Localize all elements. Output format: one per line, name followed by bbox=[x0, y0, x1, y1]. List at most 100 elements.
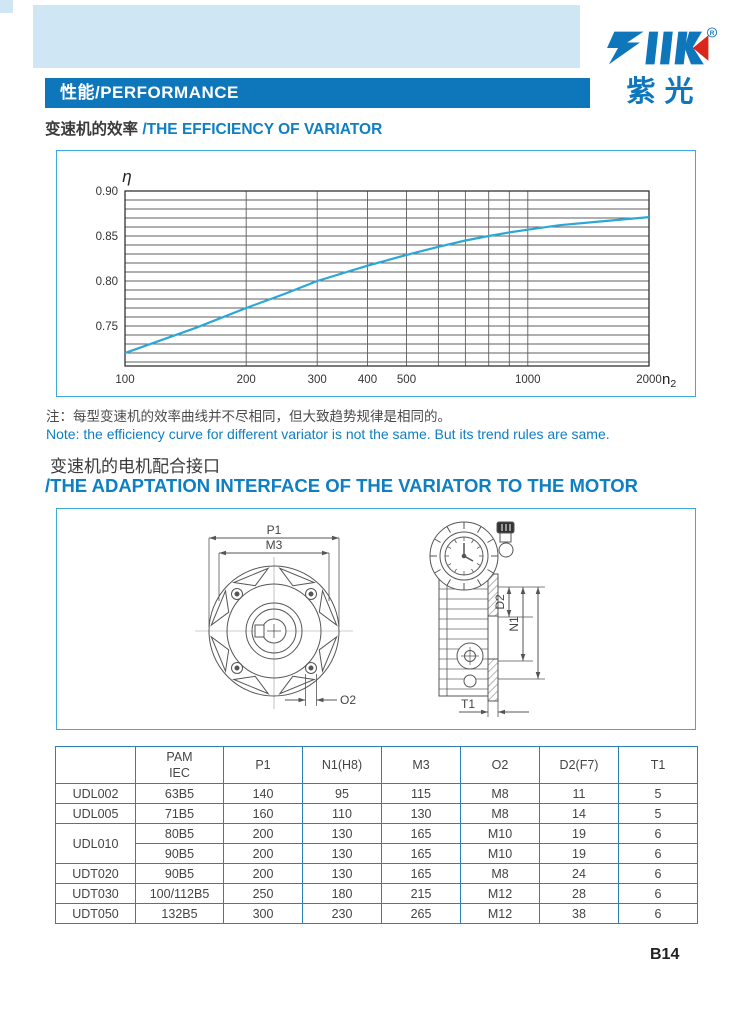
cell-n1: 130 bbox=[302, 843, 382, 864]
dial-center-dot bbox=[461, 553, 467, 559]
cell-t1: 6 bbox=[618, 903, 698, 924]
col-header-model bbox=[55, 746, 136, 784]
svg-text:200: 200 bbox=[237, 374, 256, 386]
keyway-notch bbox=[254, 624, 265, 638]
logo-letter-k-arms bbox=[684, 31, 704, 65]
cell-n1: 95 bbox=[302, 783, 382, 804]
cell-m3: 165 bbox=[381, 823, 461, 844]
chart-grid bbox=[125, 190, 649, 366]
knob-stem bbox=[499, 532, 512, 543]
cell-n1: 110 bbox=[302, 803, 382, 824]
cell-t1: 5 bbox=[618, 783, 698, 804]
note-chinese: 注：每型变速机的效率曲线并不尽相同，但大致趋势规律是相同的。 bbox=[46, 409, 451, 424]
adaptation-heading-cn: 变速机的电机配合接口 bbox=[50, 457, 220, 476]
cell-m3: 130 bbox=[381, 803, 461, 824]
table-row: UDT020 90B5 200 130 165 M8 24 6 bbox=[55, 863, 698, 884]
y-axis-symbol: η bbox=[122, 167, 131, 186]
cell-t1: 5 bbox=[618, 803, 698, 824]
cell-pam: 90B5 bbox=[135, 863, 224, 884]
handwheel-grips bbox=[430, 522, 498, 590]
svg-text:0.85: 0.85 bbox=[96, 231, 118, 243]
flange-hatch-bottom bbox=[487, 658, 499, 702]
registered-mark: R bbox=[710, 30, 715, 37]
dim-label-p1: P1 bbox=[267, 523, 282, 537]
table-row: 90B5 200 130 165 M10 19 6 bbox=[56, 843, 698, 864]
logo-letter-i1 bbox=[645, 31, 659, 65]
cell-o2: M10 bbox=[460, 843, 540, 864]
adaptation-heading-en: /THE ADAPTATION INTERFACE OF THE VARIATO… bbox=[45, 475, 639, 496]
table-header-row: PAM IEC P1 N1(H8) M3 O2 D2(F7) T1 bbox=[55, 746, 698, 784]
chart-axis-labels: 0.75 0.80 0.85 0.90 100 200 300 400 500 1000 2000 bbox=[96, 186, 662, 386]
svg-text:100: 100 bbox=[115, 374, 134, 386]
dial-tick-marks bbox=[445, 537, 483, 575]
svg-text:400: 400 bbox=[358, 374, 377, 386]
cell-p1: 140 bbox=[223, 783, 303, 804]
cell-o2: M8 bbox=[460, 803, 540, 824]
svg-text:0.80: 0.80 bbox=[96, 276, 118, 288]
table-row: UDL005 71B5 160 110 130 M8 14 5 bbox=[55, 803, 698, 824]
cell-p1: 300 bbox=[223, 903, 303, 924]
flange-outer-circle bbox=[208, 565, 340, 697]
flange-inner-ring bbox=[226, 583, 322, 679]
flange-bolt-holes bbox=[231, 588, 317, 674]
variator-side-view bbox=[429, 521, 515, 702]
col-header-t1: T1 bbox=[618, 746, 698, 784]
cell-p1: 200 bbox=[223, 823, 303, 844]
cell-o2: M8 bbox=[460, 783, 540, 804]
cell-model-merged: UDL010 bbox=[55, 823, 136, 864]
cell-m3: 165 bbox=[381, 843, 461, 864]
cell-n1: 230 bbox=[302, 903, 382, 924]
logo-red-triangle bbox=[692, 35, 709, 61]
efficiency-curve bbox=[124, 216, 650, 355]
cell-model: UDT030 bbox=[55, 883, 136, 904]
brand-logo: R 紫光 bbox=[596, 27, 724, 109]
dial-face bbox=[444, 536, 484, 576]
efficiency-section-heading: 变速机的效率 /THE EFFICIENCY OF VARIATOR bbox=[45, 117, 382, 139]
cell-m3: 165 bbox=[381, 863, 461, 884]
logo-letter-z bbox=[607, 31, 644, 65]
cell-model: UDL002 bbox=[55, 783, 136, 804]
table-row: UDL010 80B5 200 130 165 M10 19 6 bbox=[55, 823, 698, 864]
cell-model: UDL005 bbox=[55, 803, 136, 824]
cell-model: UDT020 bbox=[55, 863, 136, 884]
cell-p1: 200 bbox=[223, 863, 303, 884]
col-header-iec: IEC bbox=[169, 766, 190, 780]
brand-name-chinese: 紫光 bbox=[626, 76, 703, 108]
cell-o2: M12 bbox=[460, 883, 540, 904]
lower-bolt-boss bbox=[463, 674, 477, 688]
cell-pam: 90B5 bbox=[135, 843, 224, 864]
registered-mark-circle bbox=[707, 27, 718, 38]
svg-text:0.90: 0.90 bbox=[96, 186, 118, 198]
cell-pam: 132B5 bbox=[135, 903, 224, 924]
svg-text:300: 300 bbox=[308, 374, 327, 386]
flange-web-ribs bbox=[210, 567, 338, 695]
cell-m3: 265 bbox=[381, 903, 461, 924]
performance-header-bar: 性能/PERFORMANCE bbox=[45, 78, 590, 108]
logo-letter-k-stem bbox=[674, 31, 688, 65]
col-header-n1: N1(H8) bbox=[302, 746, 382, 784]
cell-m3: 215 bbox=[381, 883, 461, 904]
col-header-p1: P1 bbox=[223, 746, 303, 784]
cell-t1: 6 bbox=[618, 843, 698, 864]
cell-n1: 180 bbox=[302, 883, 382, 904]
cell-n1: 130 bbox=[302, 863, 382, 884]
adaptation-table: PAM IEC P1 N1(H8) M3 O2 D2(F7) T1 UDL002… bbox=[55, 746, 698, 924]
page-number: B14 bbox=[650, 946, 680, 963]
x-axis-symbol: n2 bbox=[662, 371, 676, 390]
cell-d2: 24 bbox=[539, 863, 619, 884]
adaptation-table-wrap: PAM IEC P1 N1(H8) M3 O2 D2(F7) T1 UDL002… bbox=[55, 746, 698, 924]
adaptation-diagram-panel: P1 M3 O2 D2 N1 T1 bbox=[56, 508, 696, 730]
table-row: UDT030 100/112B5 250 180 215 M12 28 6 bbox=[55, 883, 698, 904]
cell-t1: 6 bbox=[618, 863, 698, 884]
dim-label-m3: M3 bbox=[266, 538, 283, 552]
col-header-m3: M3 bbox=[381, 746, 461, 784]
col-header-d2: D2(F7) bbox=[539, 746, 619, 784]
cell-p1: 160 bbox=[223, 803, 303, 824]
cell-d2: 14 bbox=[539, 803, 619, 824]
cell-pam: 71B5 bbox=[135, 803, 224, 824]
svg-text:500: 500 bbox=[397, 374, 416, 386]
zik-logo-mark: R bbox=[607, 27, 718, 65]
